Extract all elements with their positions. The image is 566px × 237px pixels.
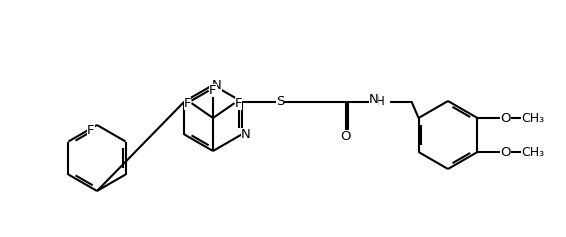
- Text: CH₃: CH₃: [521, 111, 544, 124]
- Text: F: F: [184, 97, 191, 110]
- Text: O: O: [500, 111, 511, 124]
- Text: S: S: [276, 95, 284, 108]
- Text: F: F: [209, 84, 217, 97]
- Text: O: O: [340, 130, 351, 143]
- Text: H: H: [376, 95, 385, 108]
- Text: O: O: [500, 146, 511, 159]
- Text: N: N: [212, 78, 222, 91]
- Text: N: N: [368, 93, 379, 106]
- Text: F: F: [235, 97, 242, 110]
- Text: CH₃: CH₃: [521, 146, 544, 159]
- Text: N: N: [241, 128, 250, 141]
- Text: F: F: [87, 123, 95, 137]
